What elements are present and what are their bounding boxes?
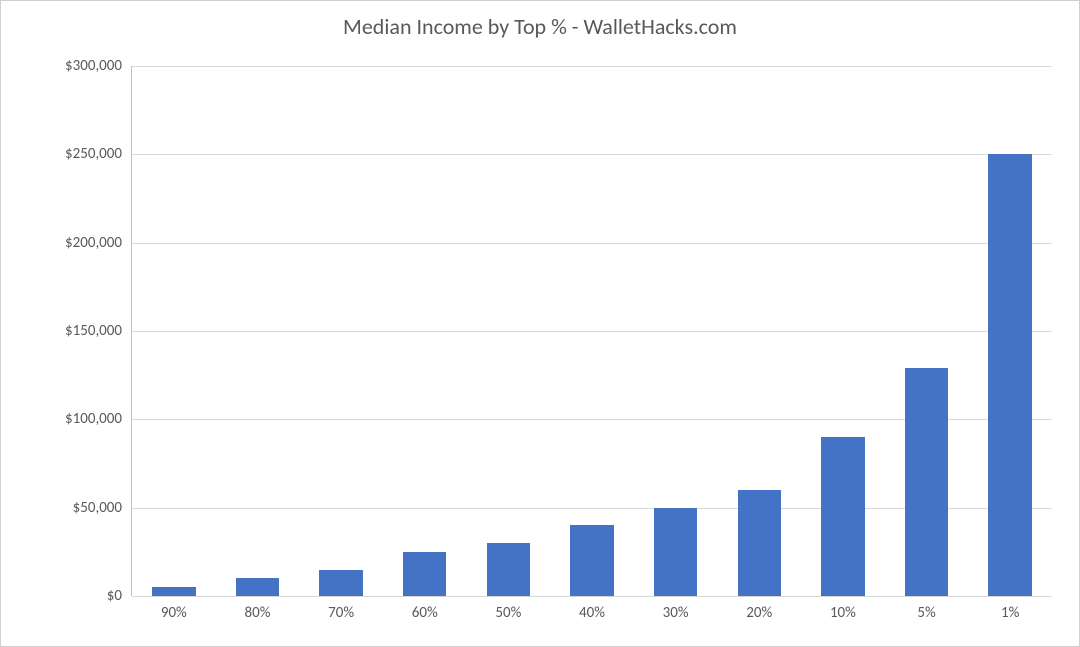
bar	[152, 587, 195, 596]
plot-area: 90%80%70%60%50%40%30%20%10%5%1% $0$50,00…	[131, 66, 1052, 596]
chart-container: Median Income by Top % - WalletHacks.com…	[0, 0, 1080, 647]
y-tick-label: $150,000	[65, 322, 122, 340]
bar	[319, 570, 362, 597]
bar	[654, 508, 697, 596]
y-tick-label: $300,000	[65, 57, 122, 75]
x-tick-label: 80%	[244, 604, 270, 622]
x-tick-label: 40%	[579, 604, 605, 622]
y-tick-label: $100,000	[65, 410, 122, 428]
x-tick-label: 1%	[1001, 604, 1019, 622]
x-tick-label: 90%	[161, 604, 187, 622]
x-tick-label: 20%	[746, 604, 772, 622]
x-tick-label: 10%	[830, 604, 856, 622]
x-tick-label: 30%	[663, 604, 689, 622]
bar	[738, 490, 781, 596]
x-tick-label: 50%	[495, 604, 521, 622]
bar	[236, 578, 279, 596]
x-tick-label: 60%	[412, 604, 438, 622]
y-tick-label: $200,000	[65, 234, 122, 252]
bar	[570, 525, 613, 596]
x-tick-label: 5%	[917, 604, 935, 622]
gridline	[132, 596, 1052, 597]
bar	[988, 154, 1031, 596]
y-tick-label: $0	[107, 587, 122, 605]
bar	[403, 552, 446, 596]
y-tick-label: $250,000	[65, 145, 122, 163]
bar	[821, 437, 864, 596]
x-tick-label: 70%	[328, 604, 354, 622]
bar	[905, 368, 948, 596]
chart-title: Median Income by Top % - WalletHacks.com	[1, 13, 1079, 40]
y-tick-label: $50,000	[73, 499, 122, 517]
bar	[487, 543, 530, 596]
bars-group	[132, 66, 1052, 596]
